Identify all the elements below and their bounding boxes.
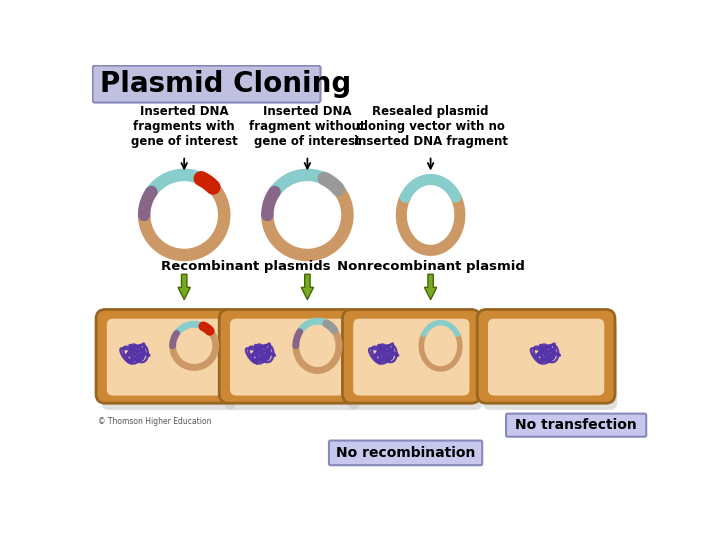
FancyBboxPatch shape <box>219 309 357 403</box>
FancyBboxPatch shape <box>329 441 482 465</box>
FancyBboxPatch shape <box>354 319 469 395</box>
FancyBboxPatch shape <box>93 65 320 103</box>
Text: Recombinant plasmids: Recombinant plasmids <box>161 260 330 273</box>
FancyArrow shape <box>301 274 314 300</box>
FancyBboxPatch shape <box>107 319 223 395</box>
FancyBboxPatch shape <box>348 319 482 410</box>
Text: Resealed plasmid
cloning vector with no
inserted DNA fragment: Resealed plasmid cloning vector with no … <box>354 105 508 148</box>
Text: No transfection: No transfection <box>516 418 637 432</box>
FancyBboxPatch shape <box>230 319 346 395</box>
FancyArrow shape <box>178 274 190 300</box>
Text: No recombination: No recombination <box>336 446 475 460</box>
FancyBboxPatch shape <box>343 309 480 403</box>
FancyBboxPatch shape <box>482 319 617 410</box>
Text: Inserted DNA
fragment without
gene of interest: Inserted DNA fragment without gene of in… <box>249 105 366 148</box>
Text: Nonrecombinant plasmid: Nonrecombinant plasmid <box>337 260 525 273</box>
FancyBboxPatch shape <box>102 319 236 410</box>
FancyBboxPatch shape <box>225 319 359 410</box>
Text: © Thomson Higher Education: © Thomson Higher Education <box>98 417 212 427</box>
FancyBboxPatch shape <box>96 309 234 403</box>
FancyArrow shape <box>425 274 437 300</box>
Text: Inserted DNA
fragments with
gene of interest: Inserted DNA fragments with gene of inte… <box>131 105 238 148</box>
FancyBboxPatch shape <box>477 309 615 403</box>
FancyBboxPatch shape <box>506 414 647 437</box>
FancyBboxPatch shape <box>488 319 604 395</box>
Text: Plasmid Cloning: Plasmid Cloning <box>99 70 351 98</box>
